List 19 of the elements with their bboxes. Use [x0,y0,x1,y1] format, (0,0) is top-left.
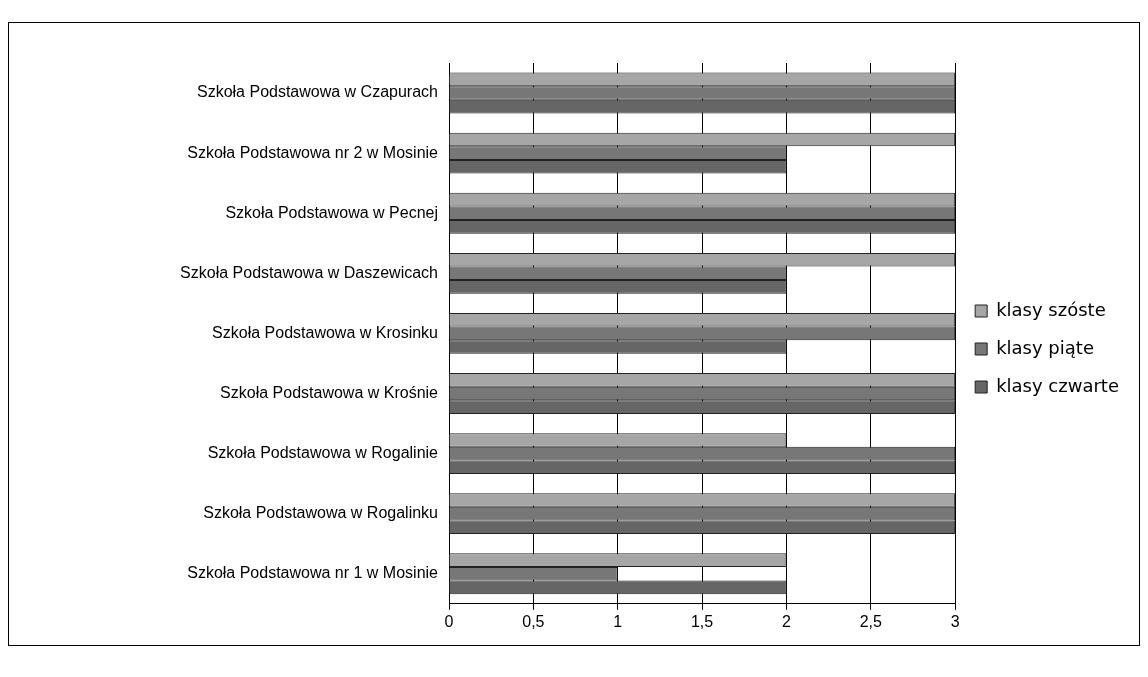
y-tick-label: Szkoła Podstawowa w Krośnie [220,383,439,401]
y-tick-label: Szkoła Podstawowa w Czapurach [196,83,438,101]
y-tick-label: Szkoła Podstawowa w Rogalinie [207,443,439,461]
x-tick-label: 0,5 [522,612,545,630]
y-tick-label: Szkoła Podstawowa w Daszewicach [180,263,438,281]
y-tick-label: Szkoła Podstawowa w Pecnej [225,203,438,221]
legend-label: klasy piąte [996,336,1094,358]
legend-label: klasy szóste [996,298,1106,320]
x-tick-label: 3 [950,612,960,630]
y-tick-label: Szkoła Podstawowa nr 1 w Mosinie [187,564,439,582]
y-tick-label: Szkoła Podstawowa w Rogalinku [203,504,438,522]
x-tick-label: 0 [444,612,454,630]
y-tick-label: Szkoła Podstawowa w Krosinku [212,323,438,341]
x-tick-label: 2 [781,612,791,630]
x-tick-label: 1,5 [690,612,714,630]
x-tick-label: 1 [613,612,623,630]
x-tick-label: 2,5 [859,612,883,630]
y-tick-label: Szkoła Podstawowa nr 2 w Mosinie [187,143,439,161]
legend-label: klasy czwarte [996,374,1120,396]
